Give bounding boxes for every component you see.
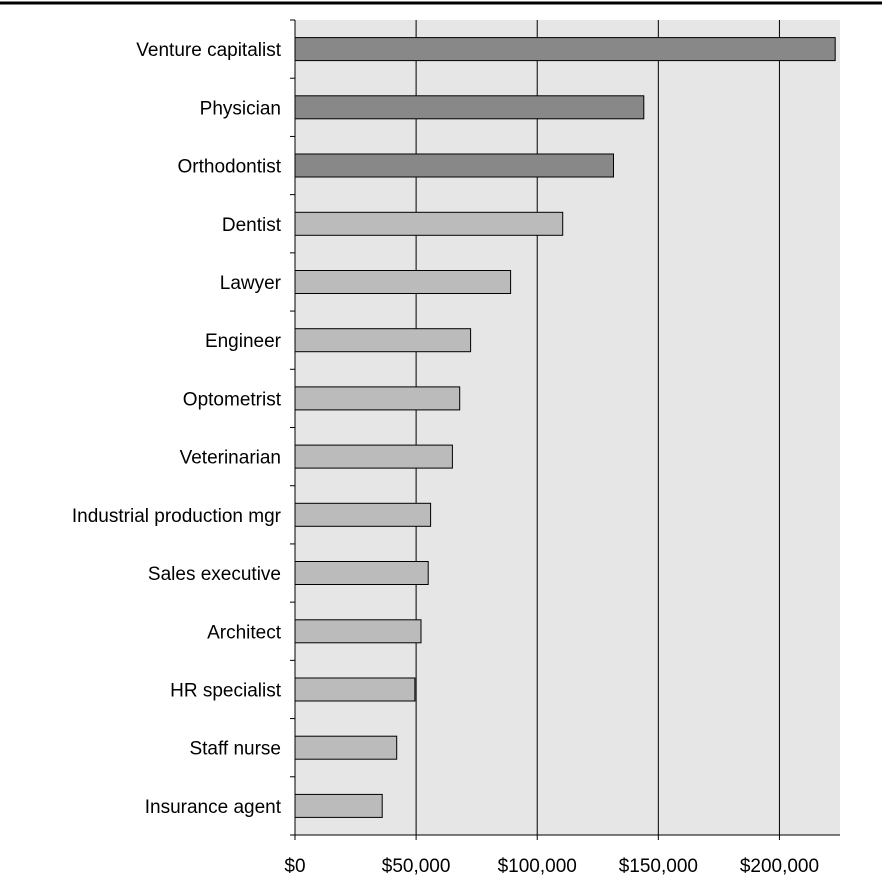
bar-industrial-production-mgr (294, 502, 432, 527)
x-tick-label: $200,000 (740, 856, 819, 877)
bar-optometrist (294, 386, 461, 411)
plot-area (295, 20, 840, 835)
bar-engineer (294, 328, 472, 353)
category-label: Dentist (222, 215, 282, 236)
category-label: Staff nurse (189, 739, 281, 760)
bar-sales-executive (294, 561, 429, 585)
bar-dentist (294, 211, 564, 236)
category-label: Physician (200, 98, 281, 119)
category-label: Industrial production mgr (72, 506, 282, 527)
bar-hr-specialist (294, 677, 416, 702)
category-label: Architect (207, 622, 282, 643)
category-label: Veterinarian (180, 448, 281, 469)
bar-physician (294, 95, 645, 120)
x-tick-label: $0 (284, 856, 305, 877)
category-label: Engineer (205, 331, 282, 352)
bar-architect (294, 619, 422, 644)
category-label: Insurance agent (145, 797, 282, 818)
x-tick-labels: $0 $50,000 $100,000 $150,000 $200,000 (284, 856, 819, 877)
x-tick-label: $150,000 (619, 856, 698, 877)
category-labels: Venture capitalist Physician Orthodontist D… (72, 40, 282, 818)
bar-veterinarian (294, 444, 453, 469)
category-label: Sales executive (148, 564, 281, 585)
category-label: Orthodontist (178, 157, 282, 178)
x-tick-label: $100,000 (498, 856, 577, 877)
bar-insurance-agent (294, 793, 383, 818)
category-label: Optometrist (183, 389, 282, 410)
bar-lawyer (294, 270, 512, 294)
category-label: Lawyer (220, 273, 282, 294)
x-tick-label: $50,000 (382, 856, 451, 877)
bars (294, 37, 836, 818)
category-label: HR specialist (170, 680, 282, 701)
bar-orthodontist (294, 153, 614, 178)
bar-staff-nurse (294, 735, 398, 760)
category-label: Venture capitalist (136, 40, 281, 61)
axes (290, 19, 840, 840)
bar-venture-capitalist (294, 37, 836, 62)
